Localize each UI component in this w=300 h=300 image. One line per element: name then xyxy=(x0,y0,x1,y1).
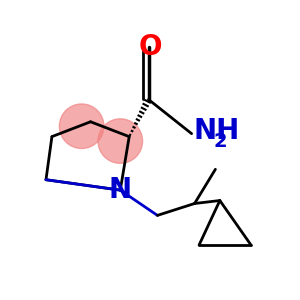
Text: O: O xyxy=(138,34,162,62)
Text: 2: 2 xyxy=(213,132,226,151)
Circle shape xyxy=(59,104,104,148)
Text: NH: NH xyxy=(193,117,239,145)
Circle shape xyxy=(98,119,142,164)
Text: N: N xyxy=(109,176,132,204)
